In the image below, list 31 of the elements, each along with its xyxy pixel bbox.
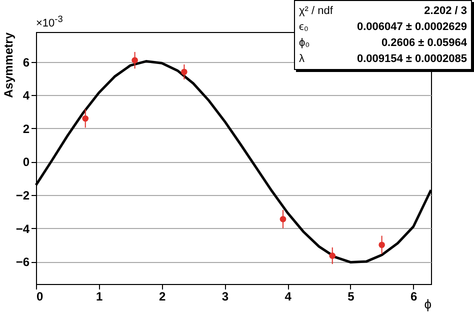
annotation: 0.006047 ± 0.0002629 [356, 20, 467, 35]
point [329, 252, 336, 259]
x-tick-label: 0 [36, 290, 44, 304]
x-tick-label: 2 [158, 290, 166, 304]
point [280, 216, 286, 222]
x-tick-label: 6 [410, 290, 418, 304]
text: 2.202 / 3 [424, 4, 467, 19]
y-tick-label: 4 [22, 88, 30, 103]
y-tick-label: 2 [22, 122, 30, 136]
y-tick-label: −4 [16, 222, 30, 236]
y-tick-label: −6 [16, 255, 30, 270]
point [82, 115, 89, 122]
x-tick-label: 5 [348, 290, 355, 304]
annotation: 0.2606 ± 0.05964 [381, 36, 467, 51]
annotation: ϕ₀ [299, 36, 310, 51]
x-axis-title: ϕ [424, 296, 432, 312]
annotation: ϵ₀ [299, 20, 308, 35]
point [132, 57, 138, 64]
y-tick-label: 0 [22, 155, 30, 170]
annotation: λ [299, 52, 304, 67]
y-axis-title: Asymmetry [2, 32, 16, 98]
x-tick-label: 1 [96, 290, 104, 304]
x-tick-label: 3 [222, 290, 229, 304]
point [181, 68, 188, 76]
text: χ² / ndf [299, 4, 333, 19]
x-tick-label: 4 [284, 290, 292, 304]
y-tick-label: 6 [22, 55, 30, 70]
text: ×10$^{-3}$ [36, 14, 63, 30]
point [378, 242, 385, 248]
annotation: 0.009154 ± 0.0002085 [356, 52, 467, 67]
y-tick-label: −2 [16, 188, 30, 203]
